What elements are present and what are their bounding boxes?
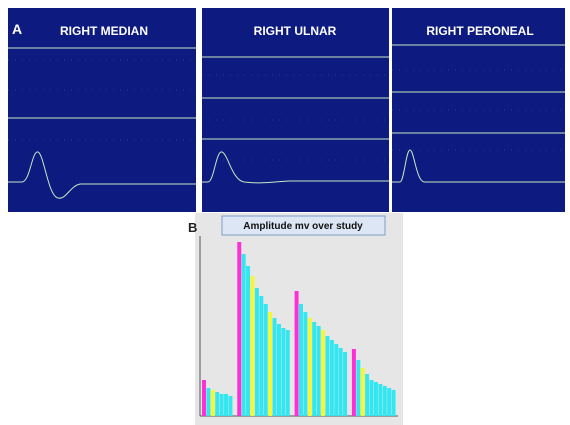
bar [343,352,347,416]
bar [259,296,263,416]
panel-b: B Amplitude mv over study [188,213,403,425]
bar [308,318,312,416]
panel-title: RIGHT MEDIAN [60,24,148,38]
panel-label: B [188,220,197,235]
bar [224,394,228,416]
bar [312,322,316,416]
figure: A RIGHT MEDIAN RIGHT ULNAR RIGHT PERONEA… [0,0,570,425]
bar [374,382,378,416]
panel-a: A RIGHT MEDIAN RIGHT ULNAR RIGHT PERONEA… [8,8,565,212]
bar [206,388,210,416]
bar [387,388,391,416]
bar [317,326,321,416]
bar [303,312,307,416]
panel-title: RIGHT PERONEAL [426,24,533,38]
bar [220,394,224,416]
panel-label: A [12,21,22,37]
bar [211,390,215,416]
bar [334,344,338,416]
bar [286,330,290,416]
bar [295,291,299,416]
emg-panel [8,8,196,212]
bar [273,318,277,416]
bar [378,384,382,416]
bar [255,288,259,416]
bar [352,349,356,416]
bar [251,276,255,416]
bar [356,360,360,416]
bar [268,312,272,416]
bar [202,380,206,416]
bar [370,380,374,416]
chart-title: Amplitude mv over study [243,221,363,232]
bar [392,390,396,416]
bar [237,242,241,416]
bar [361,368,365,416]
bar [321,330,325,416]
bar [383,386,387,416]
bar [264,304,268,416]
bar [281,328,285,416]
bar [215,392,219,416]
bar [330,340,334,416]
bar [242,254,246,416]
bar [339,348,343,416]
bar [325,336,329,416]
bar [365,374,369,416]
bar [277,324,281,416]
panel-title: RIGHT ULNAR [254,24,337,38]
bar [246,266,250,416]
bar [228,396,232,416]
bar [299,304,303,416]
